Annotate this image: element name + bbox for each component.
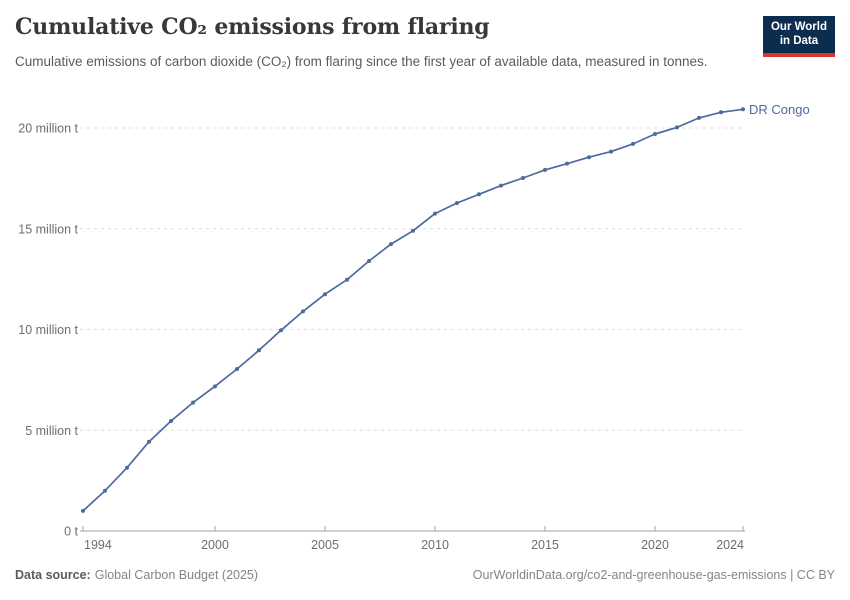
x-tick-label: 2024 bbox=[716, 538, 744, 552]
data-point bbox=[279, 328, 283, 333]
chart-footer: Data source: Global Carbon Budget (2025) … bbox=[15, 568, 835, 582]
data-point bbox=[411, 228, 415, 233]
x-tick-label: 2010 bbox=[421, 538, 449, 552]
y-tick-label: 5 million t bbox=[25, 424, 78, 438]
data-point bbox=[697, 115, 701, 120]
data-source-label: Data source: bbox=[15, 568, 91, 582]
data-point bbox=[191, 400, 195, 405]
data-point bbox=[147, 439, 151, 444]
data-point bbox=[301, 309, 305, 314]
owid-logo-line2: in Data bbox=[779, 35, 819, 48]
data-point bbox=[609, 149, 613, 154]
data-point bbox=[477, 192, 481, 197]
y-tick-label: 15 million t bbox=[18, 222, 78, 236]
series-end-label: DR Congo bbox=[749, 102, 810, 117]
data-point bbox=[257, 348, 261, 353]
owid-logo[interactable]: Our World in Data bbox=[762, 16, 835, 57]
data-point bbox=[213, 384, 217, 389]
data-point bbox=[389, 242, 393, 247]
trend-line bbox=[82, 108, 744, 512]
data-point bbox=[81, 508, 85, 513]
data-source-value: Global Carbon Budget (2025) bbox=[94, 568, 259, 582]
x-tick-label: 2000 bbox=[201, 538, 229, 552]
data-point bbox=[521, 175, 525, 180]
page-title: Cumulative CO₂ emissions from flaring bbox=[15, 14, 490, 40]
data-point bbox=[653, 132, 657, 137]
data-point bbox=[455, 200, 459, 205]
chart-subtitle: Cumulative emissions of carbon dioxide (… bbox=[15, 54, 708, 69]
y-tick-label: 20 million t bbox=[18, 122, 78, 136]
y-tick-label: 10 million t bbox=[18, 323, 78, 337]
data-source: Data source: Global Carbon Budget (2025) bbox=[15, 568, 258, 582]
data-point bbox=[103, 488, 107, 493]
x-tick-label: 2020 bbox=[641, 538, 669, 552]
attribution-link[interactable]: OurWorldinData.org/co2-and-greenhouse-ga… bbox=[472, 568, 835, 582]
chart-canvas: 0 t 5 million t 10 million t 15 million t 20… bbox=[18, 102, 810, 552]
data-point bbox=[675, 125, 679, 130]
data-point bbox=[741, 107, 745, 112]
owid-logo-line1: Our World bbox=[770, 21, 827, 33]
data-point bbox=[125, 465, 129, 470]
data-point bbox=[433, 211, 437, 216]
data-point bbox=[323, 292, 327, 297]
x-tick-label: 2015 bbox=[531, 538, 559, 552]
x-tick-label: 1994 bbox=[84, 538, 112, 552]
y-tick-label: 0 t bbox=[64, 525, 78, 539]
data-point bbox=[719, 110, 723, 115]
x-tick-label: 2005 bbox=[311, 538, 339, 552]
data-point bbox=[345, 277, 349, 282]
data-point bbox=[235, 366, 239, 371]
data-point bbox=[169, 418, 173, 423]
data-point bbox=[587, 155, 591, 160]
data-point bbox=[565, 161, 569, 166]
data-point bbox=[543, 167, 547, 172]
data-point bbox=[367, 258, 371, 263]
data-point bbox=[631, 141, 635, 146]
data-point bbox=[499, 183, 503, 188]
